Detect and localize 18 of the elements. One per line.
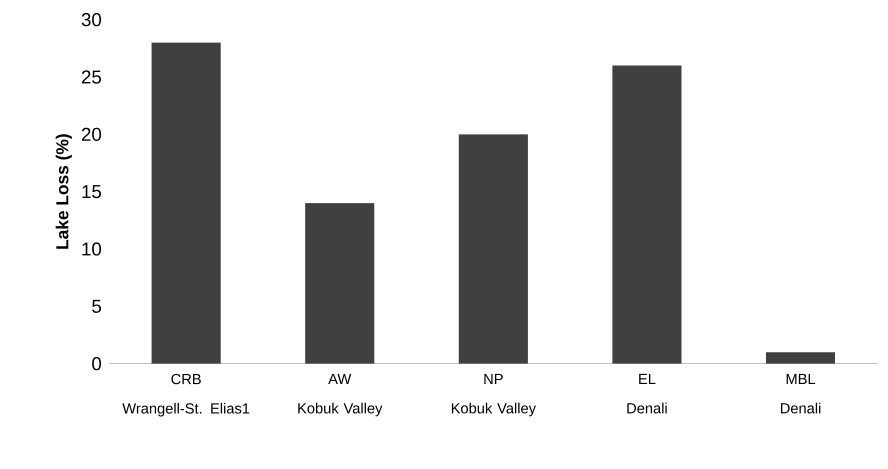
bar [305, 203, 374, 364]
category-label: NP Kobuk Valley [452, 374, 536, 416]
category-label: CRB Wrangell-St. Elias1 [122, 374, 250, 416]
bar [458, 134, 528, 364]
y-tick-label: 20 [82, 128, 102, 141]
y-tick-label: 15 [82, 185, 101, 198]
category-label: EL Denali [627, 374, 667, 414]
y-tick-label: 30 [82, 13, 102, 26]
y-tick-label: 10 [82, 242, 102, 256]
bar [766, 352, 836, 364]
y-tick-label: 5 [92, 300, 101, 313]
bar [612, 66, 682, 364]
y-tick-label: 0 [92, 357, 102, 370]
bar [152, 42, 221, 364]
category-label: AW Kobuk Valley [298, 374, 382, 416]
y-axis-title: Lake Loss (%) [56, 134, 72, 249]
y-tick-label: 25 [82, 70, 101, 84]
category-label: MBL Denali [780, 374, 820, 414]
